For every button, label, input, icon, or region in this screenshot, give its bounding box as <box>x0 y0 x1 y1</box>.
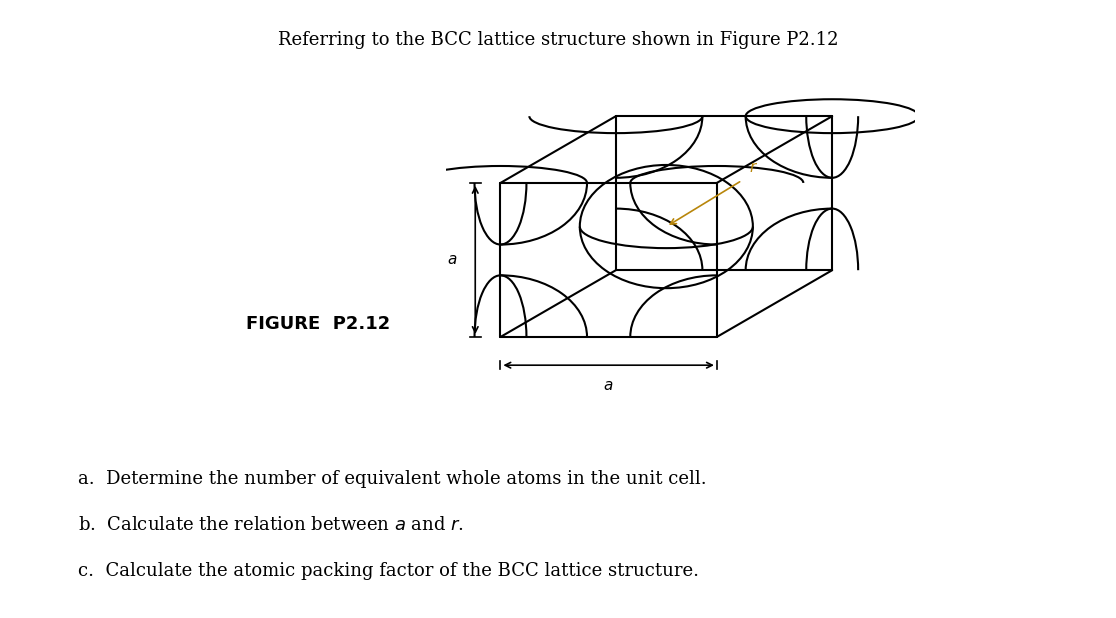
Text: c.  Calculate the atomic packing factor of the BCC lattice structure.: c. Calculate the atomic packing factor o… <box>78 562 699 580</box>
Text: $a$: $a$ <box>604 378 614 393</box>
Text: $a$: $a$ <box>446 252 458 268</box>
Text: b.  Calculate the relation between $a$ and $r$.: b. Calculate the relation between $a$ an… <box>78 516 464 534</box>
Text: Referring to the BCC lattice structure shown in Figure P2.12: Referring to the BCC lattice structure s… <box>278 31 838 49</box>
Text: $r$: $r$ <box>749 160 759 176</box>
Text: a.  Determine the number of equivalent whole atoms in the unit cell.: a. Determine the number of equivalent wh… <box>78 470 706 488</box>
Text: FIGURE  P2.12: FIGURE P2.12 <box>246 315 391 334</box>
